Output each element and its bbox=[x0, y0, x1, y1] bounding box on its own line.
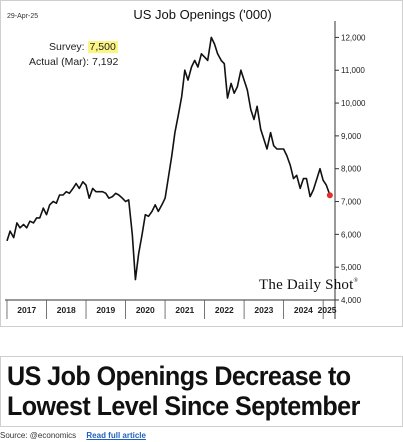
chart-title: US Job Openings ('000) bbox=[133, 7, 272, 22]
line-chart: 4,000 5,000 6,000 7,000 8,000 9,000 10,000 11,0… bbox=[5, 21, 366, 319]
x-tick-label: 2019 bbox=[96, 305, 115, 315]
y-tick-label: 7,000 bbox=[341, 198, 362, 207]
headline-box: US Job Openings Decrease to Lowest Level… bbox=[0, 356, 403, 427]
y-tick-label: 9,000 bbox=[341, 132, 362, 141]
x-axis-ticks: 2017 2018 2019 2020 2021 2022 2023 2024 2025 bbox=[6, 300, 337, 319]
x-tick-label: 2025 bbox=[318, 305, 337, 315]
actual-annotation: Actual (Mar): 7,192 bbox=[29, 56, 118, 68]
x-tick-label: 2021 bbox=[175, 305, 194, 315]
x-tick-label: 2023 bbox=[254, 305, 273, 315]
last-point-marker bbox=[326, 192, 333, 199]
y-tick-label: 8,000 bbox=[341, 165, 362, 174]
y-tick-label: 11,000 bbox=[341, 66, 365, 75]
chart-card: 4,000 5,000 6,000 7,000 8,000 9,000 10,000 11,0… bbox=[0, 0, 403, 327]
headline: US Job Openings Decrease to Lowest Level… bbox=[7, 361, 372, 421]
y-tick-label: 6,000 bbox=[341, 230, 362, 239]
x-tick-label: 2018 bbox=[57, 305, 76, 315]
actual-label: Actual (Mar): bbox=[29, 56, 90, 68]
read-full-article-link[interactable]: Read full article bbox=[86, 431, 146, 440]
survey-annotation: Survey: 7,500 bbox=[49, 41, 118, 53]
y-tick-label: 4,000 bbox=[341, 296, 362, 305]
y-tick-label: 10,000 bbox=[341, 99, 366, 108]
headline-line-2: Lowest Level Since September bbox=[7, 391, 360, 421]
watermark-logo: The Daily Shot® bbox=[259, 277, 358, 294]
x-tick-label: 2022 bbox=[215, 305, 234, 315]
x-tick-label: 2024 bbox=[294, 305, 313, 315]
series-line-job-openings bbox=[6, 36, 331, 281]
source-label: Source: @economics bbox=[0, 431, 77, 440]
watermark-mark: ® bbox=[353, 278, 359, 284]
source-line: Source: @economics Read full article bbox=[0, 431, 146, 440]
actual-value: 7,192 bbox=[92, 56, 119, 68]
x-tick-label: 2020 bbox=[136, 305, 155, 315]
headline-line-1: US Job Openings Decrease to bbox=[7, 361, 351, 391]
date-stamp: 29-Apr-25 bbox=[7, 13, 39, 20]
survey-label: Survey: bbox=[49, 41, 85, 53]
survey-value: 7,500 bbox=[87, 41, 118, 53]
y-tick-label: 12,000 bbox=[341, 33, 366, 42]
y-tick-label: 5,000 bbox=[341, 263, 362, 272]
watermark-text: The Daily Shot bbox=[259, 277, 354, 293]
y-axis-ticks: 4,000 5,000 6,000 7,000 8,000 9,000 10,000 11,0… bbox=[335, 33, 366, 305]
x-tick-label: 2017 bbox=[17, 305, 36, 315]
